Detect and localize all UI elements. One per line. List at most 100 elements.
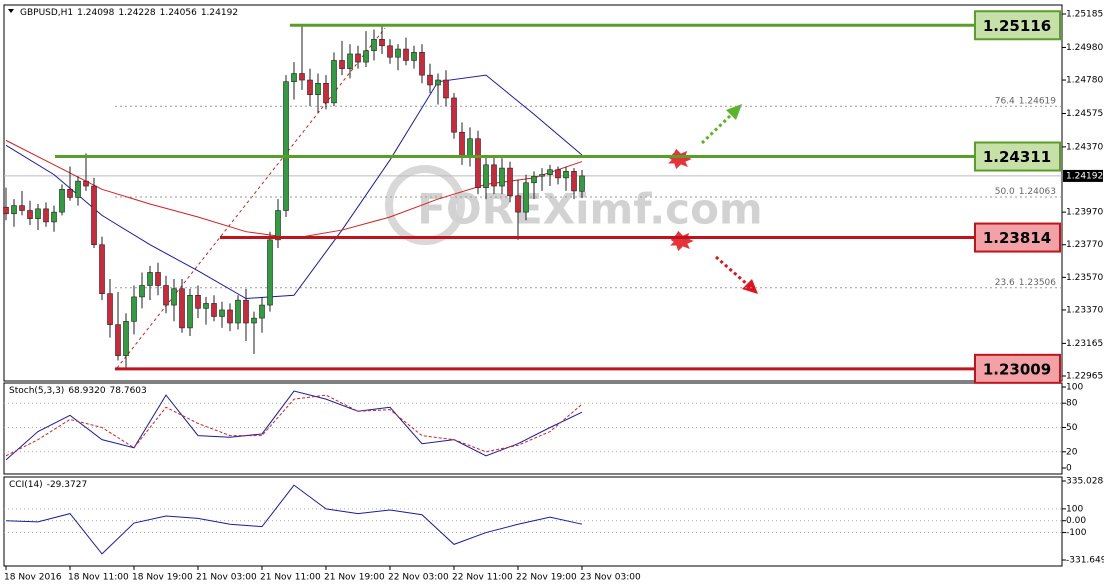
candle-body [579, 175, 585, 192]
header: GBPUSD,H1 1.24098 1.24228 1.24056 1.24192 [8, 8, 238, 18]
candle-body [3, 206, 9, 215]
candle-body [363, 50, 369, 63]
x-tick-label: 18 Nov 19:00 [132, 573, 193, 583]
candle-body [555, 169, 561, 179]
down-arrowhead [742, 279, 758, 294]
y-tick-label: 335.0288 [1066, 477, 1104, 487]
fib-label: 76.4 1.24619 [995, 96, 1057, 106]
candle-body [403, 48, 409, 61]
main-panel [3, 4, 1063, 382]
moving-average [5, 74, 583, 300]
x-tick-label: 23 Nov 03:00 [580, 573, 641, 583]
candle-body [515, 195, 521, 213]
candle-body [227, 309, 233, 324]
candle-body [395, 48, 401, 58]
indicator-line [5, 484, 583, 555]
level-label: 1.25116 [983, 17, 1051, 35]
candle-body [435, 79, 441, 86]
candle-body [147, 272, 153, 286]
candle-body [219, 309, 225, 317]
level-label: 1.24311 [983, 148, 1051, 166]
indicator-label: CCI(14) -29.3727 [9, 480, 87, 490]
candle-body [571, 171, 577, 192]
candle-body [35, 208, 41, 219]
candle-body [99, 244, 105, 294]
candle-body [43, 208, 49, 223]
fib-price: 1.24063 [1019, 186, 1056, 196]
candle-body [299, 73, 305, 81]
y-tick-label: 1.23570 [1066, 273, 1103, 283]
candle-body [499, 167, 505, 187]
candle-body [267, 239, 273, 306]
candle-body [427, 74, 433, 86]
candle-body [27, 210, 33, 219]
current-price-box [1063, 169, 1103, 182]
y-tick-label: 1.25185 [1066, 10, 1103, 20]
candle-body [275, 210, 281, 241]
candle-body [259, 304, 265, 319]
candle-body [211, 303, 217, 317]
x-tick-label: 22 Nov 11:00 [452, 573, 513, 583]
y-tick-label: 0 [1066, 464, 1072, 474]
candle-body [371, 38, 377, 51]
fib-ratio: 23.6 [995, 277, 1015, 287]
candle-body [563, 171, 569, 179]
header-triangle [8, 9, 14, 13]
candle-body [139, 285, 145, 298]
candle-body [339, 60, 345, 69]
candle-body [75, 180, 81, 198]
fib-ratio: 76.4 [995, 96, 1015, 106]
y-tick-label: -100 [1066, 528, 1087, 538]
up-arrowhead [726, 104, 742, 120]
candle-body [467, 138, 473, 157]
candle-body [411, 52, 417, 61]
y-tick-label: 1.23970 [1066, 208, 1103, 218]
candle-body [107, 293, 113, 325]
candle-body [179, 288, 185, 329]
candle-body [59, 188, 65, 213]
y-tick-label: 1.24575 [1066, 109, 1103, 119]
y-tick-label: 1.24780 [1066, 76, 1103, 86]
candle-body [323, 83, 329, 104]
candle-body [379, 38, 385, 47]
x-tick-label: 22 Nov 03:00 [388, 573, 449, 583]
level-label: 1.23814 [983, 229, 1051, 247]
candle-body [283, 81, 289, 211]
candle-body [91, 185, 97, 246]
fib-label: 23.6 1.23506 [995, 277, 1057, 287]
stoch-panel [3, 382, 1063, 475]
y-tick-label: 0.00 [1066, 516, 1086, 526]
cci-panel [3, 476, 1063, 567]
x-tick-label: 21 Nov 11:00 [260, 573, 321, 583]
candle-body [123, 321, 129, 356]
x-tick-label: 18 Nov 11:00 [68, 573, 129, 583]
x-tick-label: 22 Nov 19:00 [516, 573, 577, 583]
fib-price: 1.23506 [1019, 277, 1056, 287]
y-tick-label: -331.649 [1066, 556, 1104, 566]
candle-body [83, 180, 89, 187]
y-tick-label: 1.24980 [1066, 43, 1103, 53]
candle-body [419, 52, 425, 76]
down-arrow [715, 255, 749, 287]
watermark: FOREXimf.com [417, 185, 762, 234]
level-box [974, 353, 1061, 384]
x-tick-label: 21 Nov 03:00 [196, 573, 257, 583]
candle-body [459, 131, 465, 157]
candle-body [195, 294, 201, 309]
watermark-logo [385, 165, 465, 245]
y-tick-label: 100 [1066, 504, 1083, 514]
candle-body [235, 299, 241, 324]
indicator-line [5, 394, 583, 457]
candle-body [475, 138, 481, 188]
indicator-reading: 68.9320 [68, 386, 105, 396]
candle-body [547, 169, 553, 175]
candle-body [443, 79, 449, 99]
candle-body [51, 211, 57, 223]
y-tick-label: 50 [1066, 423, 1078, 433]
arrows [665, 104, 758, 294]
candle-body [531, 175, 537, 184]
y-tick-label: 1.22965 [1066, 372, 1103, 382]
indicator-reading: 78.7603 [110, 386, 147, 396]
candle-body [19, 205, 25, 211]
candle-body [387, 45, 393, 58]
